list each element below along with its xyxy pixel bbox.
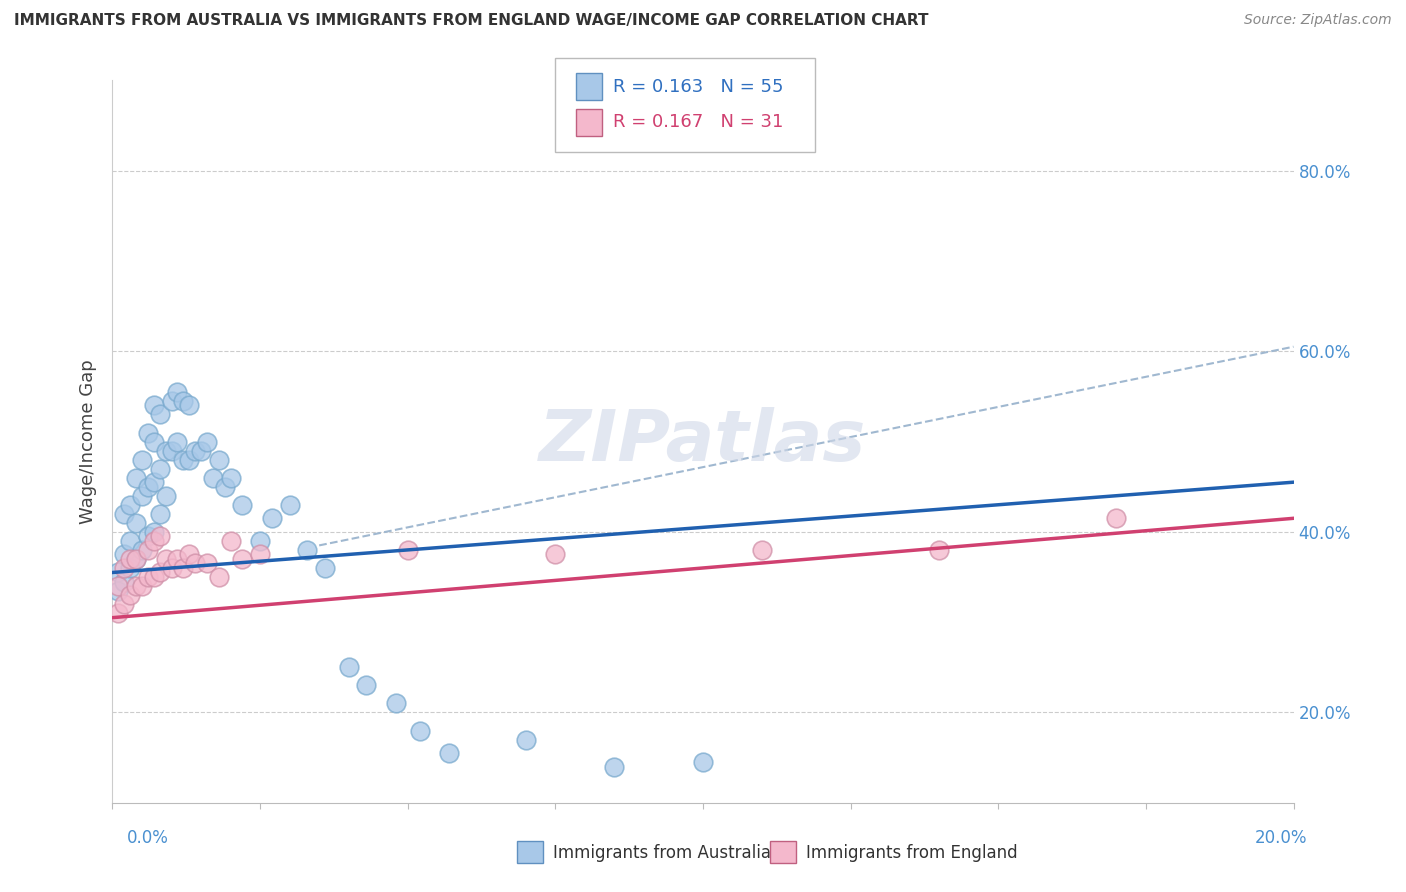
Point bbox=[160, 561, 183, 575]
Point bbox=[149, 408, 172, 422]
Point bbox=[112, 507, 135, 521]
Point bbox=[231, 498, 253, 512]
Point bbox=[603, 760, 626, 774]
Point bbox=[149, 461, 172, 475]
Point bbox=[297, 542, 319, 557]
Point bbox=[396, 542, 419, 557]
Point bbox=[107, 583, 129, 598]
Point bbox=[142, 398, 165, 412]
Point bbox=[231, 552, 253, 566]
Point bbox=[125, 579, 148, 593]
Point bbox=[208, 570, 231, 584]
Point bbox=[515, 732, 537, 747]
Text: R = 0.167   N = 31: R = 0.167 N = 31 bbox=[613, 113, 783, 131]
Point bbox=[112, 561, 135, 575]
Point bbox=[136, 570, 159, 584]
Point bbox=[120, 498, 142, 512]
Point bbox=[142, 524, 165, 539]
Point bbox=[278, 498, 301, 512]
Point bbox=[179, 398, 201, 412]
Text: ZIPatlas: ZIPatlas bbox=[540, 407, 866, 476]
Point bbox=[155, 489, 177, 503]
Point bbox=[142, 475, 165, 490]
Point bbox=[337, 660, 360, 674]
Point bbox=[107, 566, 129, 580]
Point bbox=[201, 470, 224, 484]
Point bbox=[408, 723, 430, 738]
Y-axis label: Wage/Income Gap: Wage/Income Gap bbox=[79, 359, 97, 524]
Point bbox=[142, 434, 165, 449]
Point bbox=[155, 443, 177, 458]
Point bbox=[149, 529, 172, 543]
Point bbox=[249, 548, 271, 562]
Point bbox=[125, 552, 148, 566]
Point bbox=[131, 542, 153, 557]
Point bbox=[184, 443, 207, 458]
Text: 20.0%: 20.0% bbox=[1256, 830, 1308, 847]
Point bbox=[190, 443, 212, 458]
Point bbox=[195, 557, 218, 571]
Point bbox=[125, 516, 148, 530]
Point bbox=[692, 755, 714, 769]
Point bbox=[120, 561, 142, 575]
Point bbox=[214, 480, 236, 494]
Point bbox=[219, 470, 242, 484]
Point bbox=[219, 533, 242, 548]
Point bbox=[928, 542, 950, 557]
Point bbox=[195, 434, 218, 449]
Text: R = 0.163   N = 55: R = 0.163 N = 55 bbox=[613, 78, 783, 95]
Text: IMMIGRANTS FROM AUSTRALIA VS IMMIGRANTS FROM ENGLAND WAGE/INCOME GAP CORRELATION: IMMIGRANTS FROM AUSTRALIA VS IMMIGRANTS … bbox=[14, 13, 928, 29]
Point bbox=[1105, 511, 1128, 525]
Point bbox=[155, 552, 177, 566]
Point bbox=[107, 606, 129, 620]
Point bbox=[356, 678, 378, 692]
Point bbox=[172, 452, 194, 467]
Point bbox=[260, 511, 283, 525]
Text: Source: ZipAtlas.com: Source: ZipAtlas.com bbox=[1244, 13, 1392, 28]
Point bbox=[112, 574, 135, 589]
Point bbox=[166, 552, 188, 566]
Point bbox=[249, 533, 271, 548]
Point bbox=[136, 425, 159, 440]
Point bbox=[179, 452, 201, 467]
Point bbox=[314, 561, 336, 575]
Point bbox=[112, 597, 135, 611]
Point bbox=[125, 470, 148, 484]
Point bbox=[172, 393, 194, 408]
Point bbox=[112, 548, 135, 562]
Point bbox=[120, 552, 142, 566]
Text: Immigrants from Australia: Immigrants from Australia bbox=[553, 844, 770, 862]
Point bbox=[149, 566, 172, 580]
Point bbox=[208, 452, 231, 467]
Text: 0.0%: 0.0% bbox=[127, 830, 169, 847]
Point bbox=[751, 542, 773, 557]
Point bbox=[160, 393, 183, 408]
Point bbox=[160, 443, 183, 458]
Point bbox=[125, 552, 148, 566]
Point bbox=[166, 384, 188, 399]
Point bbox=[136, 480, 159, 494]
Text: Immigrants from England: Immigrants from England bbox=[806, 844, 1018, 862]
Point bbox=[184, 557, 207, 571]
Point bbox=[544, 548, 567, 562]
Point bbox=[120, 533, 142, 548]
Point bbox=[131, 452, 153, 467]
Point bbox=[136, 542, 159, 557]
Point bbox=[149, 507, 172, 521]
Point bbox=[131, 489, 153, 503]
Point bbox=[437, 746, 460, 760]
Point bbox=[142, 533, 165, 548]
Point bbox=[179, 548, 201, 562]
Point bbox=[120, 588, 142, 602]
Point bbox=[142, 570, 165, 584]
Point bbox=[172, 561, 194, 575]
Point bbox=[385, 697, 408, 711]
Point bbox=[136, 529, 159, 543]
Point bbox=[166, 434, 188, 449]
Point bbox=[107, 579, 129, 593]
Point bbox=[131, 579, 153, 593]
